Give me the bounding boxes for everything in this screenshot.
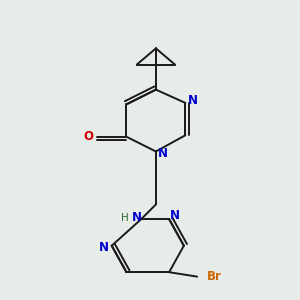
Text: N: N [132, 211, 142, 224]
Text: N: N [158, 147, 168, 160]
Text: N: N [188, 94, 198, 107]
Text: N: N [170, 209, 180, 222]
Text: Br: Br [207, 270, 222, 283]
Text: O: O [84, 130, 94, 143]
Text: H: H [121, 213, 129, 223]
Text: N: N [99, 241, 110, 254]
